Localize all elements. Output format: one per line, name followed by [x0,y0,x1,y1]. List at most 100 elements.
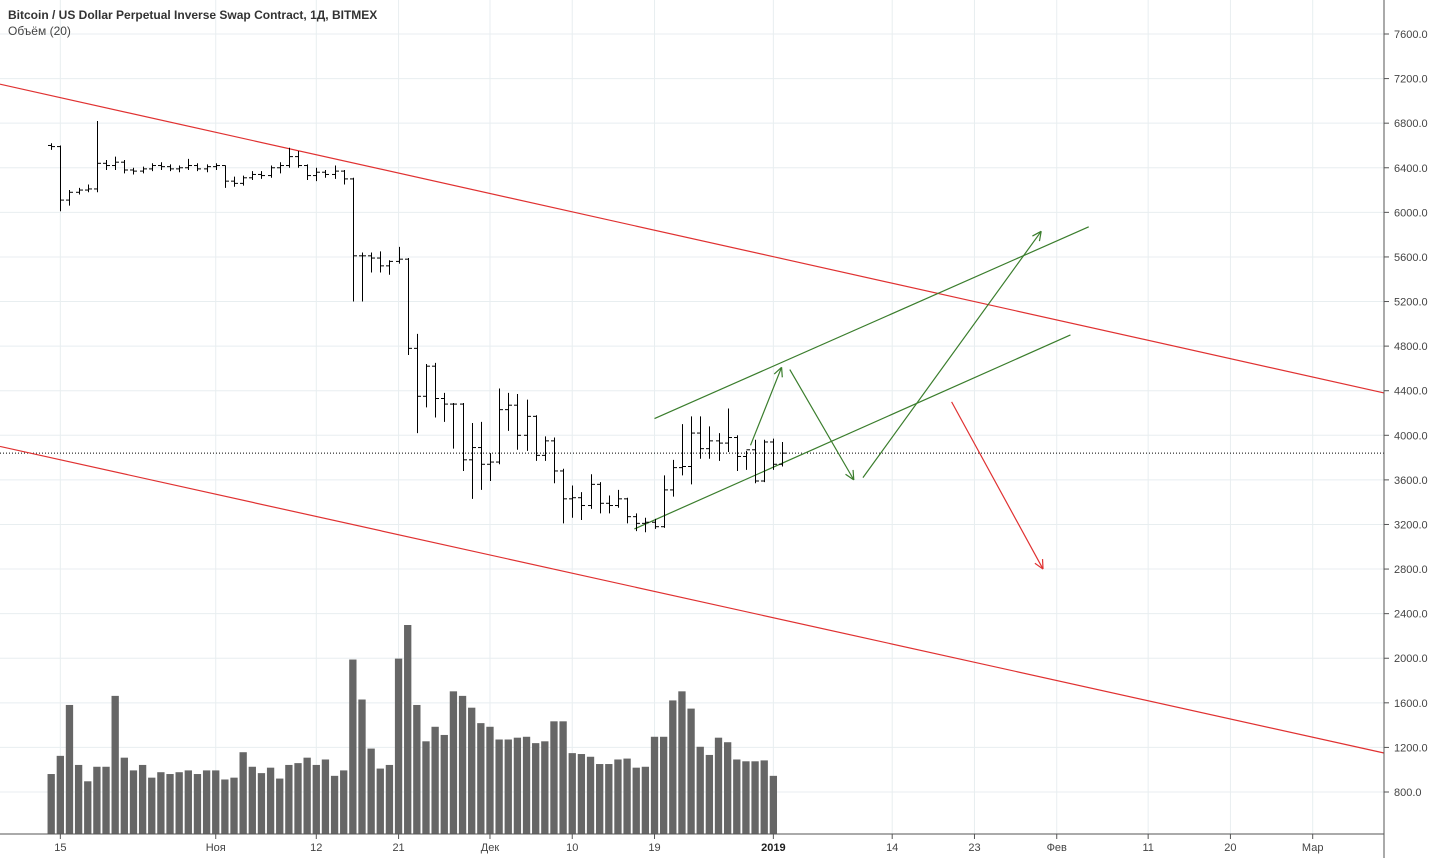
volume-bar [376,768,384,834]
volume-bar [541,741,549,834]
y-tick-label: 6000.0 [1394,207,1428,219]
y-tick-label: 1600.0 [1394,698,1428,710]
x-tick-label: 19 [648,842,660,854]
x-tick-label: 21 [392,842,404,854]
volume-bar [65,704,74,834]
forecast-arrow-up [749,367,783,446]
x-tick-label: 2019 [761,842,785,854]
volume-bar [696,746,704,834]
channel-line-upper [0,83,1385,394]
volume-bar [458,695,467,834]
x-tick-label: Фев [1047,842,1067,854]
forecast-arrow-up-head [845,473,855,481]
volume-bar [102,766,110,834]
y-tick-label: 2800.0 [1394,564,1428,576]
volume-bar [760,760,768,834]
volume-bar [230,777,238,834]
forecast-arrow-up-head [780,367,783,378]
forecast-arrow-up-head [773,366,782,375]
y-tick-label: 800.0 [1394,787,1422,799]
volume-bar [678,691,686,834]
volume-bar [330,775,339,834]
volume-bar [248,766,256,834]
volume-bar [559,721,567,834]
volume-bar [660,736,668,834]
volume-bar [148,777,156,834]
volume-bar [522,736,531,834]
volume-bar [495,739,503,834]
volume-bar [129,770,138,834]
volume-bar [705,754,714,834]
x-tick-label: 10 [566,842,578,854]
volume-bar [212,770,220,834]
volume-bar [632,767,640,834]
volume-bar [449,691,458,834]
volume-bar [202,770,211,834]
volume-bar [266,767,275,834]
forecast-channel-line [654,226,1089,420]
volume-bar [56,755,64,834]
volume-bar [714,737,723,834]
volume-bar [513,737,522,834]
volume-bar [285,764,293,834]
y-tick-label: 6400.0 [1394,163,1428,175]
trend-drawings[interactable] [0,83,1385,754]
y-tick-label: 1200.0 [1394,742,1428,754]
forecast-channel-line [634,334,1071,530]
volume-bar [687,708,695,834]
volume-bar [614,759,622,834]
volume-bar [568,753,576,834]
volume-bar [733,759,741,834]
volume-bar [422,741,430,834]
y-tick-label: 5600.0 [1394,252,1428,264]
volume-bar [111,695,119,834]
forecast-arrow-down [951,401,1044,570]
forecast-arrow-up-head [852,469,855,480]
volume-bar [532,743,540,834]
forecast-arrow-up-head [1038,231,1042,242]
volume-bar [321,759,330,834]
forecast-arrow-down-head [1034,562,1044,570]
volume-bar [175,772,183,834]
volume-bar [486,726,494,834]
volume-bar [751,761,759,834]
volume-bar [577,754,586,834]
volume-bar [257,773,266,834]
volume-bar [340,770,348,834]
volume-bar [312,764,320,834]
volume-bar [623,758,631,834]
y-tick-label: 7600.0 [1394,29,1428,41]
volume-bar [596,764,604,834]
x-tick-label: 20 [1224,842,1236,854]
ohlc-bars [48,120,786,533]
volume-bar [440,734,448,834]
volume-bar [742,761,750,834]
volume-bar [641,766,650,834]
volume-bar [367,748,375,834]
forecast-arrow-up [789,369,855,481]
volume-bar [723,742,732,834]
x-tick-label: 12 [310,842,322,854]
y-tick-label: 4400.0 [1394,386,1428,398]
x-tick-label: Дек [481,842,500,854]
volume-bar [184,770,192,834]
y-tick-label: 2000.0 [1394,653,1428,665]
channel-line-lower [0,445,1385,754]
volume-bar [294,763,302,834]
x-tick-label: 11 [1142,842,1153,854]
y-tick-label: 3600.0 [1394,475,1428,487]
y-tick-label: 3200.0 [1394,519,1428,531]
volume-bar [394,658,403,834]
volume-bar [93,766,101,834]
volume-bar [404,625,412,834]
x-tick-label: Ноя [206,842,226,854]
volume-bar [193,774,202,834]
volume-bar [605,764,613,834]
volume-bar [477,723,485,834]
x-tick-label: 15 [54,842,66,854]
volume-bar [769,775,778,834]
volume-bar [431,726,439,834]
volume-bar [504,739,512,834]
y-tick-label: 7200.0 [1394,74,1428,86]
